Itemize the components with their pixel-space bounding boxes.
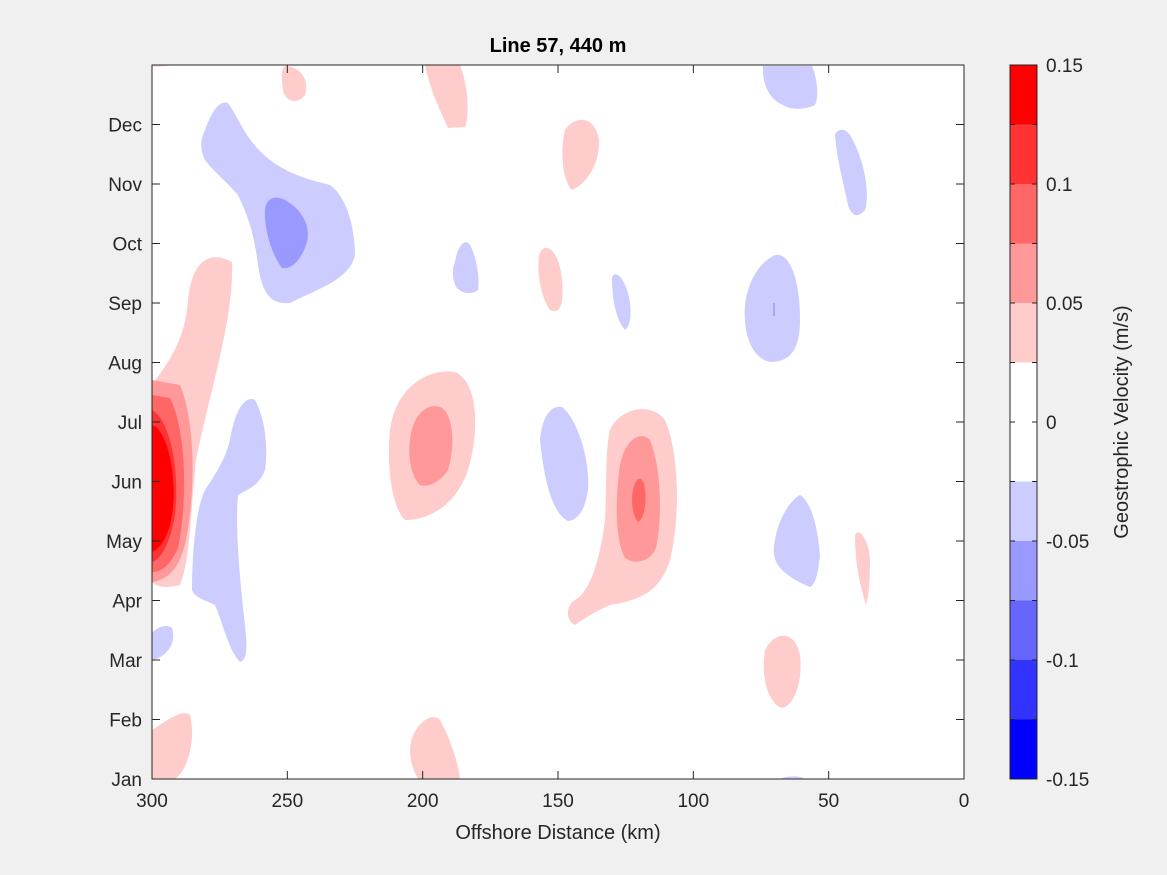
contour-neg-nov-40 <box>835 129 867 216</box>
contour-fill-layer <box>152 65 870 779</box>
contour-neg-mar-left <box>152 625 174 660</box>
colorbar-swatch <box>1010 600 1037 660</box>
contour-neg-sep-185 <box>452 242 479 294</box>
colorbar: 0.15 0.1 0.05 0 -0.05 -0.1 -0.15 <box>1009 56 1089 791</box>
contour-pos-may-120-core <box>632 478 646 522</box>
colorbar-tick-label: -0.15 <box>1046 770 1089 791</box>
y-tick-label: May <box>106 532 142 553</box>
colorbar-tick-label: 0.15 <box>1046 56 1083 77</box>
contour-neg-jan-65 <box>780 776 805 779</box>
y-axis: Jan Feb Mar Apr May Jun Jul Aug Sep Oct Nov Dec <box>106 116 964 791</box>
colorbar-swatch <box>1010 184 1037 244</box>
contour-pos-jun-200-inner <box>409 406 453 486</box>
x-tick-label: 50 <box>818 791 839 812</box>
contour-pos-nearshore-red-core <box>152 425 174 552</box>
colorbar-swatch <box>1010 660 1037 720</box>
contour-neg-sep-70 <box>744 254 800 362</box>
contour-neg-sep-125 <box>612 274 631 330</box>
colorbar-frame <box>1009 64 1038 780</box>
colorbar-swatch <box>1010 243 1037 303</box>
contour-pos-top-250 <box>281 66 307 102</box>
x-tick-label: 100 <box>677 791 709 812</box>
colorbar-tick-label: -0.05 <box>1046 532 1089 553</box>
colorbar-swatch <box>1010 422 1037 482</box>
contour-pos-sep-155 <box>538 247 563 312</box>
contour-neg-may-60 <box>773 495 820 587</box>
x-axis-label: Offshore Distance (km) <box>455 822 660 844</box>
x-tick-label: 300 <box>136 791 168 812</box>
contour-pos-jan-200 <box>410 717 460 779</box>
colorbar-swatch <box>1010 65 1037 125</box>
colorbar-swatch <box>1010 541 1037 601</box>
colorbar-swatch <box>1010 719 1037 779</box>
y-tick-label: Sep <box>108 294 142 315</box>
y-tick-label: Aug <box>108 354 142 375</box>
x-tick-label: 250 <box>271 791 303 812</box>
y-tick-label: Nov <box>108 175 142 196</box>
y-tick-label: Jun <box>111 473 142 494</box>
contour-pos-top-190 <box>425 65 468 128</box>
colorbar-swatch <box>1010 362 1037 422</box>
colorbar-tick-label: -0.1 <box>1046 651 1079 672</box>
y-tick-label: Apr <box>112 592 142 613</box>
y-tick-label: Dec <box>108 116 142 137</box>
contour-pos-mar-70 <box>763 635 801 708</box>
y-tick-label: Jan <box>111 770 142 791</box>
x-tick-label: 0 <box>959 791 970 812</box>
contour-neg-top-65 <box>762 66 818 109</box>
y-tick-label: Mar <box>109 651 142 672</box>
colorbar-tick-label: 0 <box>1046 413 1057 434</box>
x-tick-label: 200 <box>407 791 439 812</box>
x-axis: 300 250 200 150 100 50 0 <box>136 65 969 812</box>
colorbar-swatch <box>1010 481 1037 541</box>
colorbar-tick-label: 0.1 <box>1046 175 1072 196</box>
colorbar-label: Geostrophic Velocity (m/s) <box>1111 305 1133 538</box>
contour-neg-jun-148 <box>540 406 589 521</box>
contour-pos-jan-left <box>152 713 193 779</box>
colorbar-swatch <box>1010 303 1037 363</box>
contour-pos-may-35 <box>855 532 870 605</box>
contour-neg-jun-255 <box>192 399 267 662</box>
chart-title: Line 57, 440 m <box>490 35 627 57</box>
x-tick-label: 150 <box>542 791 574 812</box>
contour-pos-dec-135 <box>562 119 600 190</box>
y-tick-label: Oct <box>112 235 142 256</box>
colorbar-tick-label: 0.05 <box>1046 294 1083 315</box>
contour-neg-nov-250-inner <box>264 197 308 269</box>
y-tick-label: Feb <box>109 711 142 732</box>
y-tick-label: Jul <box>118 413 142 434</box>
colorbar-swatch <box>1010 124 1037 184</box>
